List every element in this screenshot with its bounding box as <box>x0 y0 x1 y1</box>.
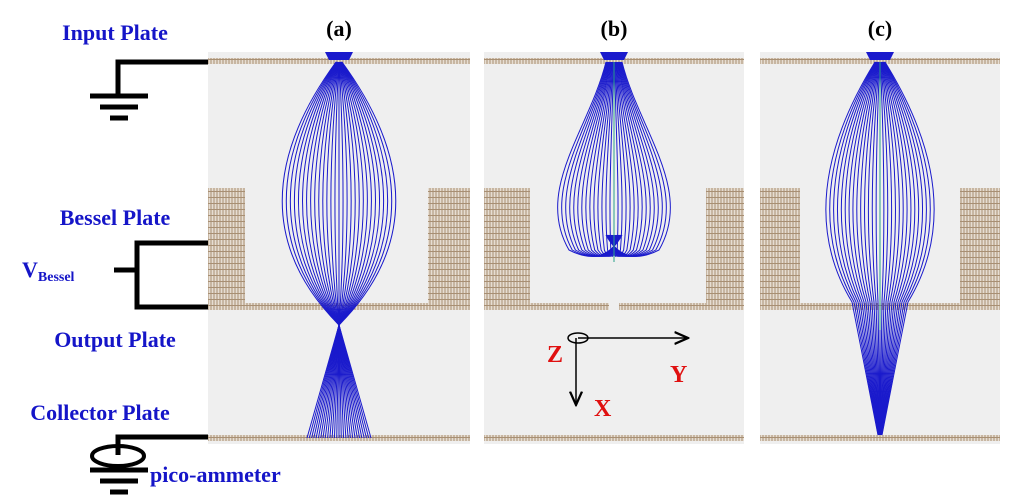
collector-plate-label: Collector Plate <box>30 400 170 425</box>
output-plate-left <box>484 303 609 310</box>
voltage-symbol: V <box>22 257 38 282</box>
axis-x: X <box>594 396 612 422</box>
output-plate-label: Output Plate <box>54 327 176 352</box>
meter-label: pico-ammeter <box>150 462 281 487</box>
panel-label: (b) <box>601 16 628 41</box>
bessel-right <box>428 188 470 310</box>
output-plate-right <box>339 303 470 310</box>
source <box>600 52 628 60</box>
panels: (a) (b) (c) <box>208 16 1000 444</box>
source <box>866 52 894 60</box>
voltage-subscript: Bessel <box>38 270 75 285</box>
source <box>325 52 353 60</box>
output-plate-right <box>619 303 744 310</box>
axis-y: Y <box>670 362 687 388</box>
bessel-left <box>760 188 800 310</box>
panel-label: (a) <box>326 16 352 41</box>
circuit <box>90 62 208 492</box>
output-plate-left <box>208 303 339 310</box>
bessel-plate-label: Bessel Plate <box>60 205 171 230</box>
panel-label: (c) <box>868 16 892 41</box>
voltage-label: VBessel <box>22 257 75 285</box>
collector-plate <box>484 435 744 441</box>
axis-z: Z <box>547 342 563 368</box>
input-plate-label: Input Plate <box>62 20 168 45</box>
bessel-left <box>484 188 530 310</box>
figure: (a) (b) (c) Input Plate Bessel Plate Outpu… <box>0 0 1009 503</box>
bessel-right <box>960 188 1000 310</box>
collector-plate <box>760 435 1000 441</box>
bessel-left <box>208 188 245 310</box>
bessel-right <box>706 188 744 310</box>
